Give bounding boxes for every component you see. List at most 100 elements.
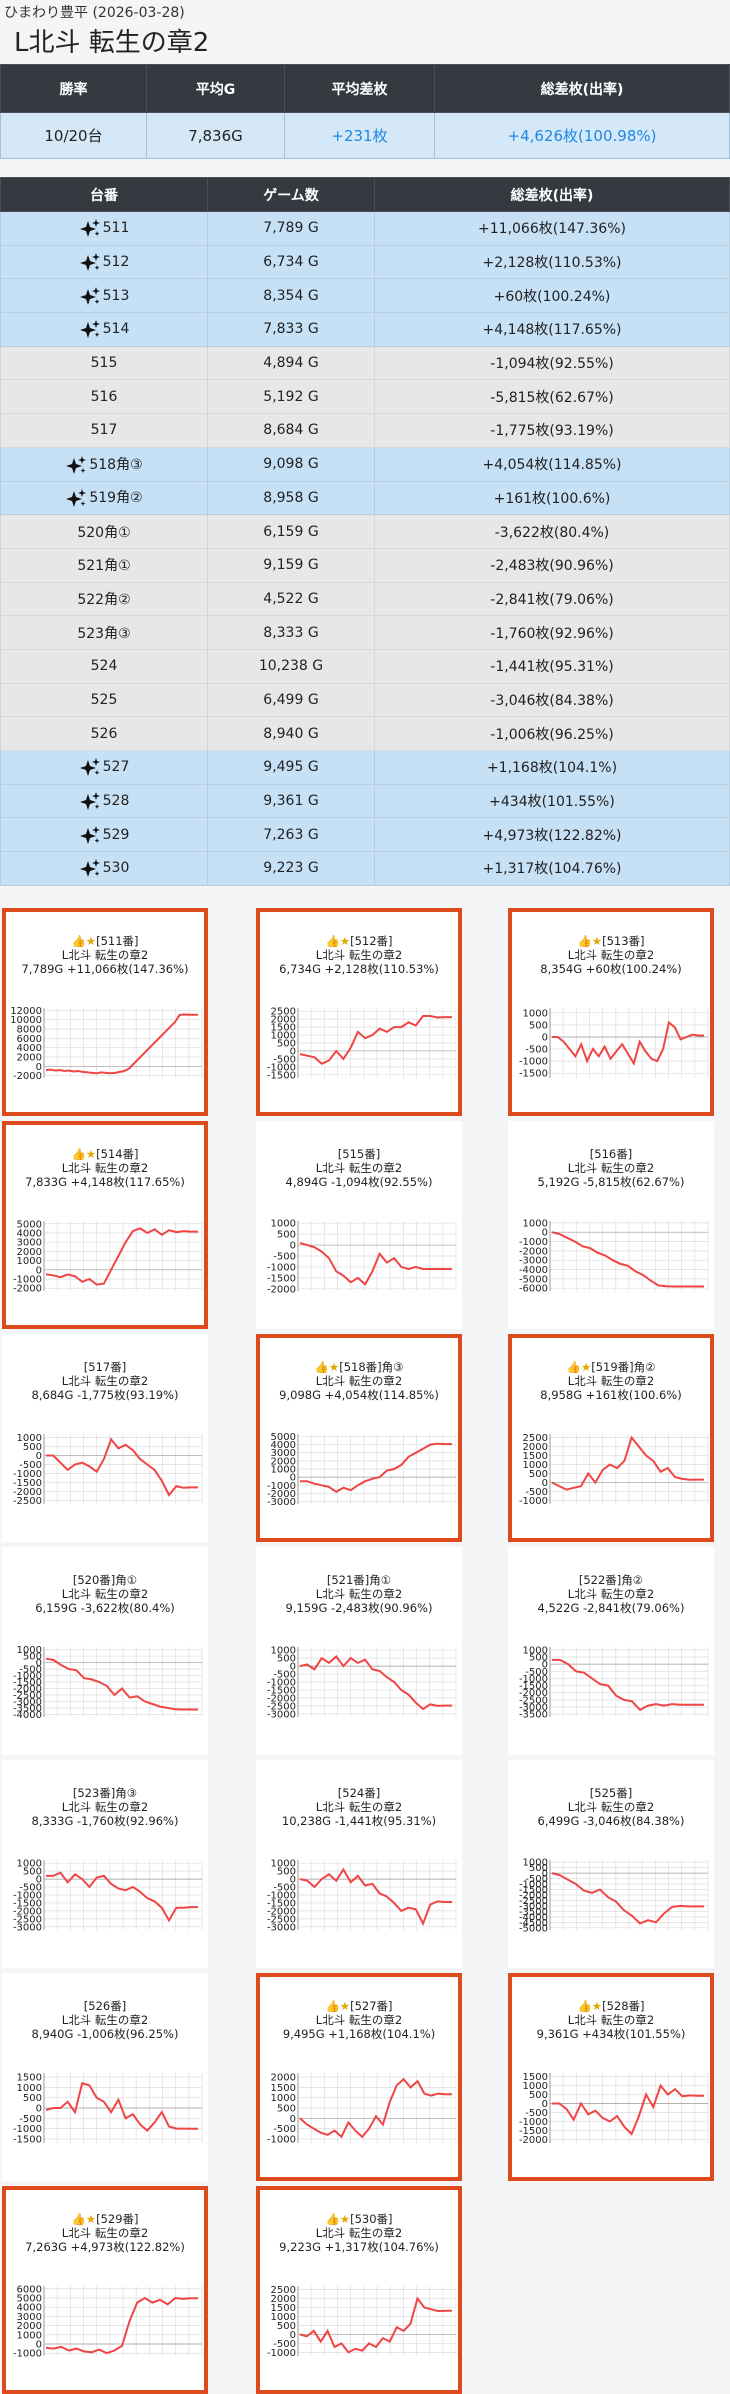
- card-label-line: 👍★[518番]角③: [260, 1360, 458, 1374]
- table-row[interactable]: 526 8,940 G -1,006枚(96.25%): [0, 716, 730, 751]
- table-row[interactable]: 516 5,192 G -5,815枚(62.67%): [0, 379, 730, 415]
- y-tick-label: -1500: [519, 1681, 548, 1692]
- diff-cell: +4,148枚(117.65%): [374, 312, 730, 347]
- card-label: [513番]: [602, 934, 645, 948]
- machine-graph-card[interactable]: 👍★[519番]角② L北斗 転生の章2 8,958G +161枚(100.6%) 2…: [508, 1334, 714, 1542]
- card-label-line: 👍★[530番]: [260, 2212, 458, 2226]
- machine-graph-card[interactable]: 👍★[530番] L北斗 転生の章2 9,223G +1,317枚(104.76%)…: [256, 2186, 462, 2394]
- machine-graph-card[interactable]: 👍★[518番]角③ L北斗 転生の章2 9,098G +4,054枚(114.85…: [256, 1334, 462, 1542]
- card-stats: 7,789G +11,066枚(147.36%): [21, 962, 189, 976]
- y-tick-label: 2500: [271, 1007, 296, 1018]
- y-tick-label: -1000: [13, 1891, 42, 1902]
- diff-series-line: [299, 1867, 452, 1927]
- y-tick-label: 2000: [17, 1247, 42, 1258]
- machine-graph-card[interactable]: [522番]角② L北斗 転生の章2 4,522G -2,841枚(79.06%) 1…: [508, 1547, 714, 1755]
- y-tick-label: 500: [277, 2321, 296, 2332]
- card-stats: 9,495G +1,168枚(104.1%): [282, 2027, 436, 2041]
- y-tick-label: 0: [290, 1662, 296, 1673]
- card-title: [525番] L北斗 転生の章2 6,499G -3,046枚(84.38%): [508, 1786, 714, 1828]
- diff-series-line: [551, 1872, 704, 1925]
- card-stats: 9,098G +4,054枚(114.85%): [279, 1388, 439, 1402]
- y-tick-label: 1500: [271, 2083, 296, 2094]
- y-tick-label: 3000: [17, 2312, 42, 2323]
- machine-graph-card[interactable]: [525番] L北斗 転生の章2 6,499G -3,046枚(84.38%) 100…: [508, 1760, 714, 1968]
- machine-graph-card[interactable]: [517番] L北斗 転生の章2 8,684G -1,775枚(93.19%) 100…: [2, 1334, 208, 1542]
- machine-graph-card[interactable]: 👍★[514番] L北斗 転生の章2 7,833G +4,148枚(117.65%)…: [2, 1121, 208, 1329]
- machine-no: 511: [102, 220, 130, 237]
- table-row[interactable]: 520角① 6,159 G -3,622枚(80.4%): [0, 514, 730, 549]
- store-date: ひまわり豊平 (2026-03-28): [4, 5, 185, 21]
- y-tick-label: -3000: [13, 1922, 42, 1933]
- machine-graph-card[interactable]: [526番] L北斗 転生の章2 8,940G -1,006枚(96.25%) 150…: [2, 1973, 208, 2181]
- y-tick-label: -1500: [13, 1898, 42, 1909]
- thumbs-up-star-icon: 👍★: [314, 1360, 340, 1374]
- machine-no: 519角②: [89, 490, 143, 507]
- card-title: 👍★[527番] L北斗 転生の章2 9,495G +1,168枚(104.1%): [260, 1999, 458, 2041]
- machine-graph-card[interactable]: 👍★[529番] L北斗 転生の章2 7,263G +4,973枚(122.82%)…: [2, 2186, 208, 2394]
- table-row[interactable]: 513 8,354 G +60枚(100.24%): [0, 278, 730, 314]
- y-tick-label: -2000: [13, 1906, 42, 1917]
- machine-graph-card[interactable]: 👍★[513番] L北斗 転生の章2 8,354G +60枚(100.24%) 100…: [508, 908, 714, 1116]
- sparkle-icon: [66, 489, 87, 508]
- y-tick-label: 0: [542, 1869, 548, 1880]
- machine-graph-card[interactable]: [515番] L北斗 転生の章2 4,894G -1,094枚(92.55%) 100…: [256, 1121, 462, 1329]
- table-row[interactable]: 530 9,223 G +1,317枚(104.76%): [0, 851, 730, 886]
- machine-graph-card[interactable]: 👍★[527番] L北斗 転生の章2 9,495G +1,168枚(104.1%) 2…: [256, 1973, 462, 2181]
- y-tick-label: 1000: [523, 1218, 548, 1229]
- y-tick-label: -2500: [267, 1701, 296, 1712]
- card-stats: 8,354G +60枚(100.24%): [540, 962, 682, 976]
- card-machine-name: L北斗 転生の章2: [315, 1161, 403, 1175]
- machine-no-cell: 523角③: [0, 615, 208, 650]
- y-tick-label: 0: [36, 1265, 42, 1276]
- table-row[interactable]: 525 6,499 G -3,046枚(84.38%): [0, 682, 730, 718]
- table-row[interactable]: 511 7,789 G +11,066枚(147.36%): [0, 211, 730, 246]
- games-cell: 8,940 G: [207, 716, 375, 751]
- card-label: [521番]角①: [326, 1573, 392, 1587]
- table-row[interactable]: 528 9,361 G +434枚(101.55%): [0, 783, 730, 819]
- machine-no-cell: 530: [0, 851, 208, 886]
- games-cell: 9,495 G: [207, 750, 375, 785]
- machine-graph-card[interactable]: [524番] L北斗 転生の章2 10,238G -1,441枚(95.31%) 10…: [256, 1760, 462, 1968]
- card-label-line: [522番]角②: [508, 1573, 714, 1587]
- y-tick-label: 1000: [271, 1465, 296, 1476]
- card-machine-name: L北斗 転生の章2: [315, 2226, 403, 2240]
- machine-no: 512: [102, 254, 130, 271]
- diff-cell: +434枚(101.55%): [374, 783, 730, 819]
- table-row[interactable]: 521角① 9,159 G -2,483枚(90.96%): [0, 547, 730, 583]
- games-cell: 8,684 G: [207, 413, 375, 448]
- table-row[interactable]: 522角② 4,522 G -2,841枚(79.06%): [0, 581, 730, 617]
- machine-graph-card[interactable]: [521番]角① L北斗 転生の章2 9,159G -2,483枚(90.96%) 1…: [256, 1547, 462, 1755]
- y-tick-label: -2000: [519, 1891, 548, 1902]
- machine-graph-card[interactable]: 👍★[511番] L北斗 転生の章2 7,789G +11,066枚(147.36%…: [2, 908, 208, 1116]
- machine-graph-card[interactable]: [523番]角③ L北斗 転生の章2 8,333G -1,760枚(92.96%) 1…: [2, 1760, 208, 1968]
- games-cell: 9,159 G: [207, 547, 375, 583]
- table-row[interactable]: 512 6,734 G +2,128枚(110.53%): [0, 244, 730, 280]
- y-tick-label: 500: [23, 1442, 42, 1453]
- table-row[interactable]: 515 4,894 G -1,094枚(92.55%): [0, 345, 730, 381]
- table-row[interactable]: 517 8,684 G -1,775枚(93.19%): [0, 413, 730, 448]
- table-row[interactable]: 529 7,263 G +4,973枚(122.82%): [0, 817, 730, 853]
- machine-no-cell: 519角②: [0, 480, 208, 516]
- table-row[interactable]: 527 9,495 G +1,168枚(104.1%): [0, 750, 730, 785]
- machine-graph-card[interactable]: 👍★[528番] L北斗 転生の章2 9,361G +434枚(101.55%) 15…: [508, 1973, 714, 2181]
- diff-series-line: [45, 2082, 198, 2132]
- table-row[interactable]: 524 10,238 G -1,441枚(95.31%): [0, 648, 730, 684]
- sparkle-icon: [79, 253, 100, 272]
- games-cell: 10,238 G: [207, 648, 375, 684]
- machine-graph-card[interactable]: [520番]角① L北斗 転生の章2 6,159G -3,622枚(80.4%) 10…: [2, 1547, 208, 1755]
- machine-no-cell: 520角①: [0, 514, 208, 549]
- y-tick-label: -1000: [13, 2124, 42, 2135]
- table-row[interactable]: 523角③ 8,333 G -1,760枚(92.96%): [0, 615, 730, 650]
- table-row[interactable]: 519角② 8,958 G +161枚(100.6%): [0, 480, 730, 516]
- table-row[interactable]: 514 7,833 G +4,148枚(117.65%): [0, 312, 730, 347]
- machine-graph-card[interactable]: [516番] L北斗 転生の章2 5,192G -5,815枚(62.67%) 100…: [508, 1121, 714, 1329]
- y-tick-label: 5000: [17, 2293, 42, 2304]
- diff-cell: +60枚(100.24%): [374, 278, 730, 314]
- y-tick-label: -1500: [267, 1685, 296, 1696]
- diff-series-line: [299, 1015, 452, 1065]
- table-row[interactable]: 518角③ 9,098 G +4,054枚(114.85%): [0, 446, 730, 482]
- machine-graph-card[interactable]: 👍★[512番] L北斗 転生の章2 6,734G +2,128枚(110.53%)…: [256, 908, 462, 1116]
- y-tick-label: -500: [273, 1054, 296, 1065]
- y-tick-label: -1000: [267, 1062, 296, 1073]
